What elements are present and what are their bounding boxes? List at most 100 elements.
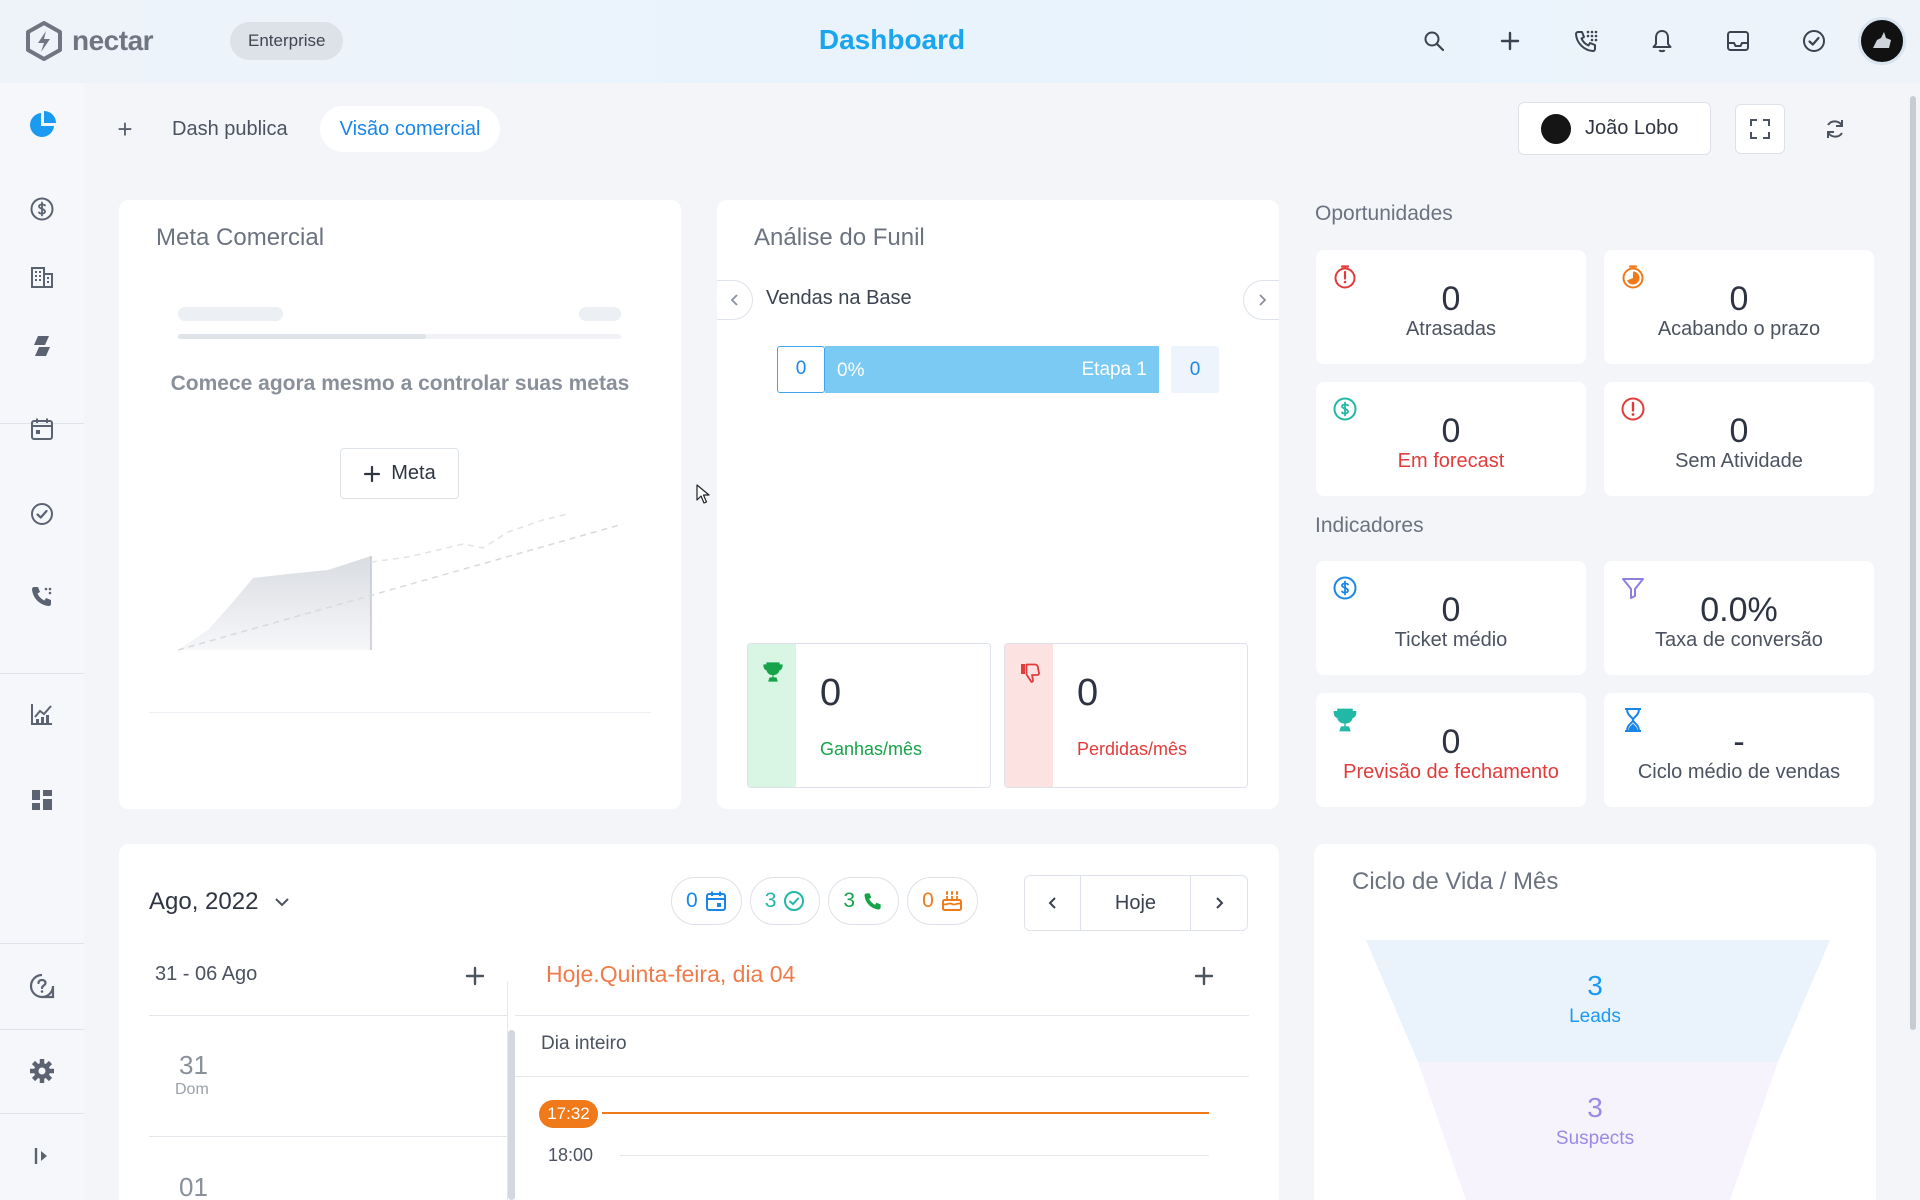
sidebar-collapse-button[interactable]	[0, 1128, 84, 1184]
kpi-sem-atividade[interactable]: 0 Sem Atividade	[1604, 382, 1874, 496]
stage-count-right: 0	[1171, 346, 1219, 393]
sidebar-item-deals[interactable]	[0, 181, 84, 237]
page-scrollbar[interactable]	[1910, 96, 1916, 1030]
check-circle-icon	[784, 891, 805, 911]
search-icon	[1424, 31, 1445, 52]
divider	[507, 982, 508, 1200]
month-selector[interactable]: Ago, 2022	[149, 888, 290, 916]
card-title: Meta Comercial	[156, 224, 325, 251]
counter-events[interactable]: 0	[671, 877, 742, 925]
dollar-icon	[1333, 397, 1357, 421]
calendar-icon	[31, 418, 53, 440]
kpi-value: 0.0%	[1700, 591, 1778, 629]
bell-icon	[1652, 30, 1672, 53]
sidebar-item-dashboard[interactable]	[0, 97, 84, 153]
user-avatar[interactable]	[1858, 17, 1906, 65]
check-circle-icon	[1803, 30, 1825, 52]
add-meta-label: Meta	[391, 462, 436, 484]
next-pipeline-button[interactable]	[1243, 280, 1279, 320]
kpi-atrasadas[interactable]: 0 Atrasadas	[1316, 250, 1586, 364]
lost-card[interactable]: 0 Perdidas/mês	[1004, 643, 1248, 788]
user-filter-button[interactable]: João Lobo	[1518, 102, 1711, 155]
sidebar-item-calls[interactable]	[0, 568, 84, 624]
kpi-ciclo-medio[interactable]: - Ciclo médio de vendas	[1604, 693, 1874, 807]
gear-icon	[30, 1059, 54, 1083]
section-title-oportunidades: Oportunidades	[1315, 202, 1453, 225]
counter-tasks[interactable]: 3	[749, 877, 821, 925]
stage-label: Etapa 1	[1081, 359, 1148, 380]
fullscreen-button[interactable]	[1735, 104, 1785, 154]
kpi-label: Sem Atividade	[1675, 450, 1803, 472]
next-period-button[interactable]	[1191, 876, 1247, 930]
thumbs-down-icon	[1021, 663, 1040, 683]
sidebar-item-calendar[interactable]	[0, 401, 84, 457]
sidebar-item-reports[interactable]	[0, 686, 84, 742]
trophy-icon	[1333, 708, 1357, 732]
today-button[interactable]: Hoje	[1081, 876, 1191, 930]
tab-visao-comercial[interactable]: Visão comercial	[319, 106, 501, 152]
week-range: 31 - 06 Ago	[155, 963, 258, 985]
add-event-today-button[interactable]	[1194, 966, 1214, 986]
section-title-indicadores: Indicadores	[1315, 514, 1424, 537]
chevron-left-icon	[730, 294, 738, 306]
sidebar-item-products[interactable]	[0, 318, 84, 374]
counter-value: 3	[764, 889, 777, 912]
divider	[515, 1015, 1249, 1016]
now-time-badge: 17:32	[539, 1100, 598, 1128]
page-title: Dashboard	[818, 24, 966, 55]
sidebar-item-widgets[interactable]	[0, 772, 84, 828]
sidebar-item-companies[interactable]	[0, 249, 84, 305]
stage-percent: 0%	[837, 360, 865, 381]
add-meta-button[interactable]: Meta	[340, 448, 459, 499]
add-event-week-button[interactable]	[465, 966, 485, 986]
refresh-button[interactable]	[1810, 104, 1860, 154]
tasks-button[interactable]	[1776, 16, 1852, 66]
funnel-stage-suspects[interactable]	[1418, 1062, 1778, 1200]
sidebar-divider	[0, 1029, 84, 1030]
check-circle-icon	[31, 503, 53, 525]
month-label: Ago, 2022	[149, 888, 259, 915]
search-button[interactable]	[1396, 16, 1472, 66]
sidebar	[0, 83, 84, 1200]
won-card[interactable]: 0 Ganhas/mês	[747, 643, 991, 788]
won-value: 0	[820, 672, 842, 714]
nectar-logo[interactable]: nectar	[24, 20, 154, 62]
tab-dash-publica[interactable]: Dash publica	[172, 118, 288, 140]
kpi-ticket-medio[interactable]: 0 Ticket médio	[1316, 561, 1586, 675]
lost-label: Perdidas/mês	[1077, 739, 1188, 759]
counter-calls[interactable]: 3	[828, 877, 900, 925]
kpi-acabando-prazo[interactable]: 0 Acabando o prazo	[1604, 250, 1874, 364]
week-scrollbar[interactable]	[508, 1030, 515, 1200]
kpi-taxa-conversao[interactable]: 0.0% Taxa de conversão	[1604, 561, 1874, 675]
phone-dialpad-icon	[1575, 30, 1598, 52]
phone-dialer-button[interactable]	[1548, 16, 1624, 66]
cake-icon	[941, 891, 962, 911]
chevron-right-icon	[1258, 294, 1266, 306]
card-title: Ciclo de Vida / Mês	[1352, 868, 1559, 895]
counter-birthdays[interactable]: 0	[907, 877, 978, 925]
logo-text: nectar	[72, 25, 154, 56]
sidebar-item-tasks[interactable]	[0, 486, 84, 542]
prev-period-button[interactable]	[1025, 876, 1081, 930]
kpi-value: 0	[1729, 412, 1749, 450]
stage-bar[interactable]: 0% Etapa 1	[825, 346, 1159, 393]
today-header: Hoje.Quinta-feira, dia 04	[546, 961, 796, 987]
kpi-previsao-fechamento[interactable]: 0 Previsão de fechamento	[1316, 693, 1586, 807]
dollar-icon	[1333, 576, 1357, 600]
funnel-stage-leads[interactable]	[1366, 940, 1830, 1062]
kpi-label: Previsão de fechamento	[1343, 761, 1559, 783]
add-button[interactable]	[1472, 16, 1548, 66]
prev-pipeline-button[interactable]	[717, 280, 753, 320]
day-number: 01	[179, 1172, 208, 1200]
plus-icon	[364, 465, 381, 482]
notifications-button[interactable]	[1624, 16, 1700, 66]
inbox-button[interactable]	[1700, 16, 1776, 66]
top-bar: nectar Enterprise Dashboard	[0, 0, 1920, 83]
kpi-value: 0	[1441, 412, 1461, 450]
kpi-em-forecast[interactable]: 0 Em forecast	[1316, 382, 1586, 496]
add-dashboard-button[interactable]: +	[117, 113, 133, 144]
sidebar-item-help[interactable]	[0, 958, 84, 1014]
funil-card: Análise do Funil Vendas na Base 0 0% Eta…	[717, 200, 1279, 809]
sidebar-item-settings[interactable]	[0, 1043, 84, 1099]
chart-line-icon	[31, 704, 52, 725]
